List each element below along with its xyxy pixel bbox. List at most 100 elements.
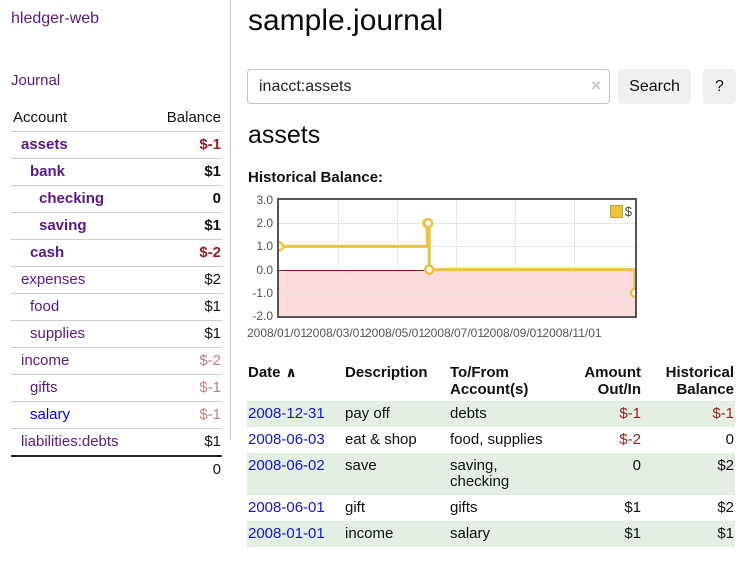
account-balance: $-2 — [148, 239, 222, 267]
transaction-amount: $-2 — [619, 431, 641, 448]
sidebar-account-income[interactable]: income — [21, 352, 70, 369]
accounts-total: 0 — [148, 455, 222, 483]
account-row: bank $1 — [11, 158, 222, 186]
account-balance: $-2 — [148, 347, 222, 375]
legend-label: $ — [624, 204, 632, 219]
register-table: Date ∧ Description To/From Account(s) Amount O… — [247, 360, 735, 547]
transaction-accounts: gifts — [450, 499, 478, 516]
account-row: food $1 — [11, 293, 222, 321]
account-row: checking 0 — [11, 185, 222, 213]
sidebar-account-supplies[interactable]: supplies — [30, 325, 86, 342]
account-balance: $-1 — [148, 374, 222, 402]
chart-plot-area: $ — [277, 198, 637, 318]
transaction-amount: $1 — [624, 525, 641, 542]
y-tick-label: 2.0 — [256, 216, 273, 231]
account-row: cash $-2 — [11, 239, 222, 267]
chart-title: Historical Balance: — [248, 169, 384, 186]
x-tick-label: 2008/09/01 — [482, 326, 544, 340]
transaction-date-link[interactable]: 2008-06-03 — [248, 431, 325, 448]
account-tree: Account Balance assets $-1 bank $1 checking 0… — [11, 106, 222, 483]
page-title: sample.journal — [248, 4, 444, 37]
transaction-balance: $1 — [717, 525, 734, 542]
account-row: income $-2 — [11, 347, 222, 375]
sidebar-account-salary[interactable]: salary — [30, 406, 71, 423]
chart-legend: $ — [609, 204, 632, 219]
x-tick-label: 2008/11/01 — [542, 326, 602, 340]
x-tick-label: 2008/05/01 — [364, 326, 426, 340]
transaction-balance: $-1 — [712, 405, 734, 422]
register-col-historical: Historical Balance — [665, 364, 734, 398]
transaction-balance: 0 — [725, 431, 734, 448]
register-header-row: Date ∧ Description To/From Account(s) Amount O… — [247, 360, 735, 401]
account-balance: $1 — [148, 428, 222, 456]
register-body: 2008-12-31 pay off debts $-1 $-1 2008-06-03 ea… — [247, 401, 735, 547]
transaction-amount: $1 — [624, 499, 641, 516]
account-row: gifts $-1 — [11, 374, 222, 402]
account-heading: assets — [248, 121, 321, 149]
app-brand-link[interactable]: hledger-web — [11, 10, 100, 27]
transaction-row: 2008-06-03 eat & shop food, supplies $-2 0 — [247, 427, 735, 453]
transaction-accounts: salary — [450, 525, 491, 542]
account-row: salary $-1 — [11, 401, 222, 429]
search-form: × Search ? — [247, 69, 742, 104]
sidebar-account-cash[interactable]: cash — [30, 244, 65, 261]
register-col-description: Description — [345, 364, 428, 381]
register-col-tofrom: To/From Account(s) — [450, 364, 529, 398]
account-balance: $1 — [148, 293, 222, 321]
sidebar-account-liabilities-debts[interactable]: liabilities:debts — [21, 433, 119, 450]
main-content: sample.journal × Search ? assets Histori… — [247, 0, 742, 582]
account-row: supplies $1 — [11, 320, 222, 348]
sidebar-account-expenses[interactable]: expenses — [21, 271, 86, 288]
transaction-date-link[interactable]: 2008-06-01 — [248, 499, 325, 516]
transaction-accounts: debts — [450, 405, 487, 422]
sort-asc-icon: ∧ — [285, 364, 297, 380]
account-balance: $1 — [148, 320, 222, 348]
y-tick-label: 0.0 — [256, 262, 273, 277]
transaction-date-link[interactable]: 2008-12-31 — [248, 405, 325, 422]
register-col-date[interactable]: Date ∧ — [248, 364, 297, 381]
help-button[interactable]: ? — [703, 69, 736, 104]
transaction-row: 2008-06-02 save saving, checking 0 $2 — [247, 453, 735, 495]
transaction-description: gift — [345, 499, 366, 516]
negative-region — [279, 269, 635, 316]
transaction-date-link[interactable]: 2008-01-01 — [248, 525, 325, 542]
transaction-row: 2008-06-01 gift gifts $1 $2 — [247, 495, 735, 521]
transaction-date-link[interactable]: 2008-06-02 — [248, 457, 325, 474]
account-balance: $1 — [148, 212, 222, 240]
sidebar-account-saving[interactable]: saving — [39, 217, 87, 234]
y-tick-label: 1.0 — [256, 239, 273, 254]
register-col-amount: Amount Out/In — [584, 364, 641, 398]
account-row: assets $-1 — [11, 131, 222, 159]
sidebar-item-journal[interactable]: Journal — [11, 72, 61, 89]
account-row: expenses $2 — [11, 266, 222, 294]
transaction-row: 2008-12-31 pay off debts $-1 $-1 — [247, 401, 735, 427]
chart-y-axis: 3.0 2.0 1.0 0.0 -1.0 -2.0 — [247, 193, 273, 324]
account-balance: $2 — [148, 266, 222, 294]
sidebar-account-food[interactable]: food — [30, 298, 60, 315]
sidebar-account-checking[interactable]: checking — [39, 190, 105, 207]
transaction-balance: $2 — [717, 457, 734, 474]
sidebar: hledger-web Journal Account Balance asse… — [0, 0, 231, 483]
balance-column-header: Balance — [166, 109, 221, 126]
account-balance: 0 — [148, 185, 222, 213]
sidebar-account-gifts[interactable]: gifts — [30, 379, 58, 396]
account-row: liabilities:debts $1 — [11, 428, 222, 456]
account-balance: $-1 — [148, 401, 222, 429]
sidebar-account-bank[interactable]: bank — [30, 163, 66, 180]
y-tick-label: 3.0 — [256, 193, 273, 207]
search-input[interactable] — [247, 69, 610, 104]
search-button[interactable]: Search — [618, 69, 691, 104]
account-balance: $1 — [148, 158, 222, 186]
x-tick-label: 2008/03/01 — [305, 326, 367, 340]
transaction-row: 2008-01-01 income salary $1 $1 — [247, 521, 735, 547]
account-row: saving $1 — [11, 212, 222, 240]
transaction-balance: $2 — [717, 499, 734, 516]
sidebar-account-assets[interactable]: assets — [21, 136, 68, 153]
account-balance: $-1 — [148, 131, 222, 159]
x-tick-label: 2008/07/01 — [423, 326, 485, 340]
transaction-description: save — [345, 457, 377, 474]
transaction-accounts: saving, checking — [450, 457, 510, 490]
clear-search-icon[interactable]: × — [591, 76, 601, 95]
transaction-accounts: food, supplies — [450, 431, 543, 448]
historical-balance-chart: 3.0 2.0 1.0 0.0 -1.0 -2.0 $ 2008/01/01 2008/03… — [247, 193, 742, 348]
